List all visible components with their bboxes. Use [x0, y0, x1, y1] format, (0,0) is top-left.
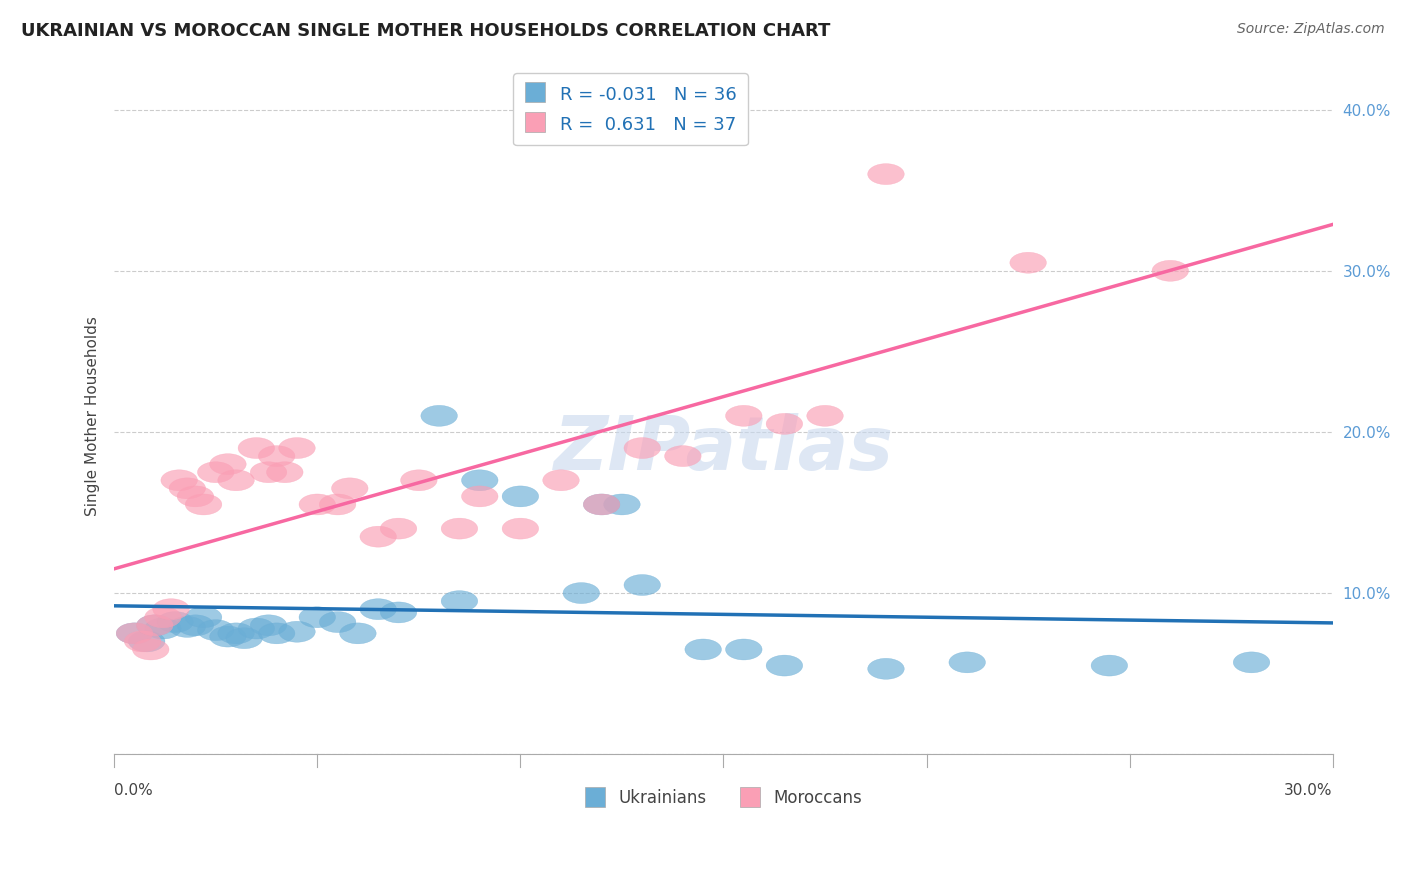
Text: Source: ZipAtlas.com: Source: ZipAtlas.com [1237, 22, 1385, 37]
Text: 0.0%: 0.0% [114, 782, 153, 797]
Text: ZIPatlas: ZIPatlas [554, 413, 893, 486]
Legend: Ukrainians, Moroccans: Ukrainians, Moroccans [578, 782, 869, 814]
Y-axis label: Single Mother Households: Single Mother Households [86, 316, 100, 516]
Text: UKRAINIAN VS MOROCCAN SINGLE MOTHER HOUSEHOLDS CORRELATION CHART: UKRAINIAN VS MOROCCAN SINGLE MOTHER HOUS… [21, 22, 831, 40]
Text: 30.0%: 30.0% [1284, 782, 1333, 797]
